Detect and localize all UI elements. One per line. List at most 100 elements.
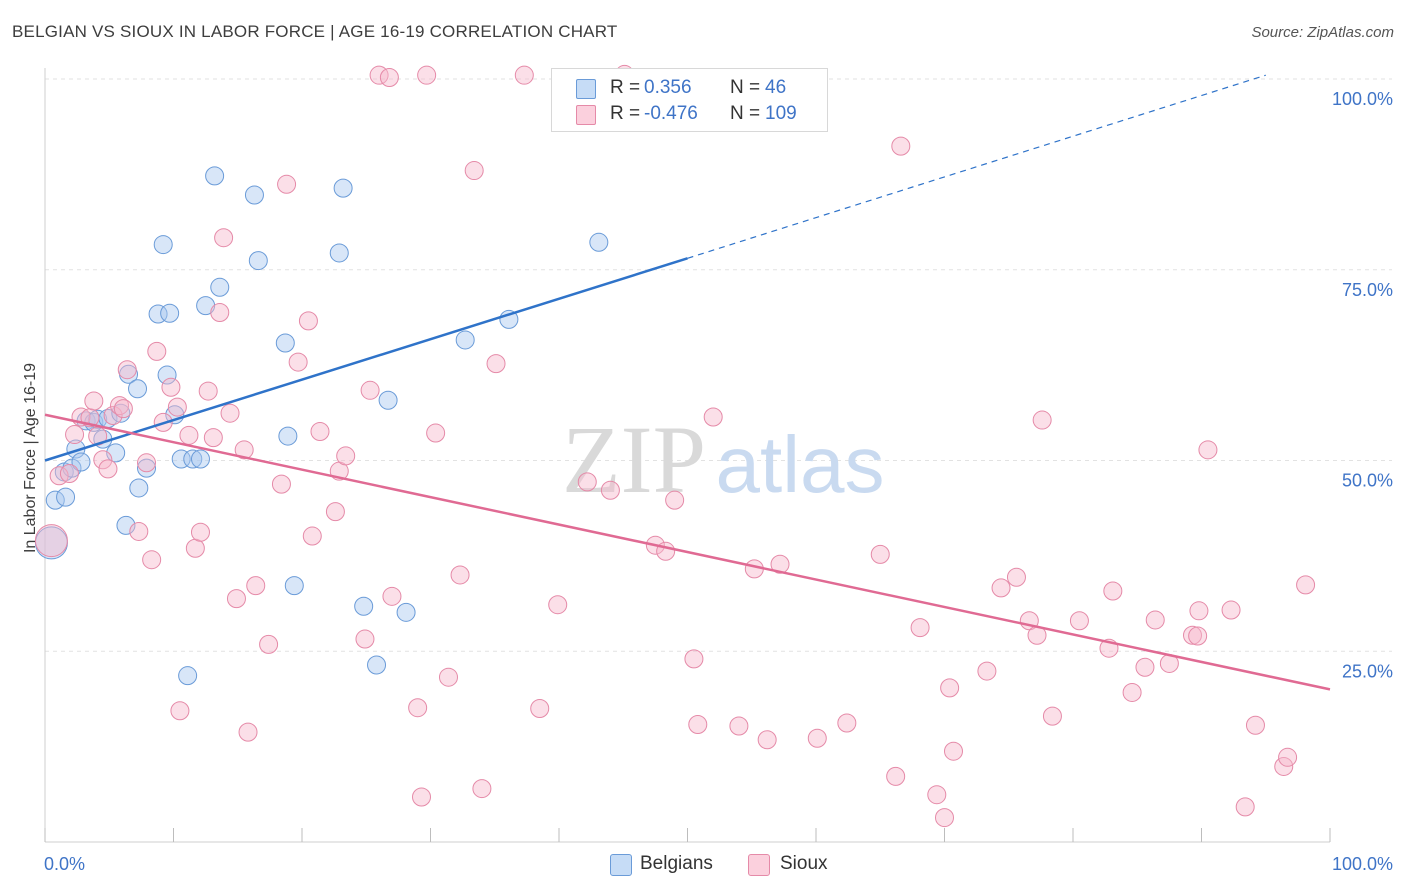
watermark-atlas: atlas [716, 420, 885, 509]
grid-lines [45, 78, 1392, 652]
sioux-point [1198, 440, 1218, 460]
belgian-point [396, 602, 416, 622]
sioux-point [226, 589, 246, 609]
belgian-point [278, 426, 298, 446]
legend-row-sioux: R = -0.476 N = 109 [552, 101, 827, 127]
sioux-point [65, 425, 85, 445]
sioux-point [684, 649, 704, 669]
sioux-point [837, 713, 857, 733]
sioux-point [1103, 581, 1123, 601]
sioux-point [310, 422, 330, 442]
belgian-point [56, 487, 76, 507]
legend-r-label: R = [610, 77, 641, 98]
sioux-point [703, 407, 723, 427]
sioux-point [298, 311, 318, 331]
x-tick-label: 100.0% [1332, 854, 1393, 874]
belgian-point [171, 449, 191, 469]
sioux-point [757, 730, 777, 750]
sioux-point [1069, 611, 1089, 631]
sioux-point [1006, 567, 1026, 587]
sioux-point [103, 405, 123, 425]
y-tick-label: 25.0% [1342, 661, 1393, 681]
belgian-point [275, 333, 295, 353]
sioux-point [1188, 626, 1208, 646]
sioux-point [1189, 601, 1209, 621]
sioux-point [870, 544, 890, 564]
sioux-point [665, 490, 685, 510]
sioux-point [360, 380, 380, 400]
sioux-point [991, 578, 1011, 598]
sioux-point [167, 397, 187, 417]
sioux-point [1296, 575, 1316, 595]
correlation-legend: R = 0.356 N = 46 R = -0.476 N = 109 [551, 68, 828, 132]
sioux-point [142, 550, 162, 570]
sioux-point [84, 391, 104, 411]
sioux-point [770, 554, 790, 574]
sioux-point [408, 698, 428, 718]
sioux-point [161, 377, 181, 397]
sioux-point [1221, 600, 1241, 620]
sioux-point [238, 722, 258, 742]
y-tick-label: 100.0% [1332, 89, 1393, 109]
legend-n-value: 46 [765, 77, 787, 98]
belgian-point [137, 458, 157, 478]
sioux-point [940, 678, 960, 698]
sioux-point [1032, 410, 1052, 430]
legend-n-value: 109 [765, 103, 797, 124]
sioux-point [179, 425, 199, 445]
sioux-point [246, 576, 266, 596]
y-tick-label: 50.0% [1342, 471, 1393, 491]
sioux-point [113, 399, 133, 419]
belgian-point [589, 232, 609, 252]
belgian-point [71, 452, 91, 472]
belgian-point [128, 379, 148, 399]
sioux-point [577, 472, 597, 492]
sioux-point [234, 440, 254, 460]
belgian-point [248, 251, 268, 271]
sioux-point [935, 808, 954, 828]
legend-swatch-belgians [576, 79, 596, 99]
sioux-point [514, 65, 534, 85]
x-tick-label: 0.0% [44, 854, 85, 874]
legend-row-belgians: R = 0.356 N = 46 [552, 75, 827, 101]
belgian-point [45, 490, 65, 510]
legend-swatch-sioux [576, 105, 596, 125]
sioux-point [486, 354, 506, 374]
belgian-point [367, 655, 387, 675]
data-points [34, 64, 1316, 828]
sioux-point [302, 526, 322, 546]
sioux-point [464, 161, 484, 181]
sioux-point [170, 701, 190, 721]
belgian-point [153, 235, 173, 255]
belgian-point [116, 515, 136, 535]
sioux-point [110, 396, 130, 416]
sioux-point [943, 741, 963, 761]
sioux-point [214, 228, 234, 248]
sioux-point [1235, 797, 1255, 817]
sioux-point [729, 716, 749, 736]
trend-lines [44, 74, 1331, 691]
belgian-point [354, 596, 374, 616]
sioux-point [137, 453, 157, 473]
sioux-trend-line [44, 413, 1331, 691]
legend-r-label: R = [610, 103, 641, 124]
sioux-point [210, 302, 230, 322]
legend-swatch-belgians [610, 854, 632, 876]
sioux-point [379, 67, 399, 87]
axes [44, 68, 1331, 843]
sioux-point [325, 502, 345, 522]
legend-n-label: N = [730, 77, 761, 98]
sioux-point [203, 428, 223, 448]
belgian-point [284, 576, 304, 596]
series-sioux [34, 64, 1316, 828]
legend-n-label: N = [730, 103, 761, 124]
legend-r-value: 0.356 [644, 77, 692, 98]
sioux-point [891, 136, 911, 156]
sioux-point [129, 521, 149, 541]
tick-labels: 25.0% 50.0% 75.0% 100.0% 0.0% 100.0% [44, 89, 1393, 874]
sioux-point [382, 586, 402, 606]
sioux-point [59, 463, 79, 483]
sioux-point [1183, 625, 1203, 645]
sioux-point [417, 65, 437, 85]
